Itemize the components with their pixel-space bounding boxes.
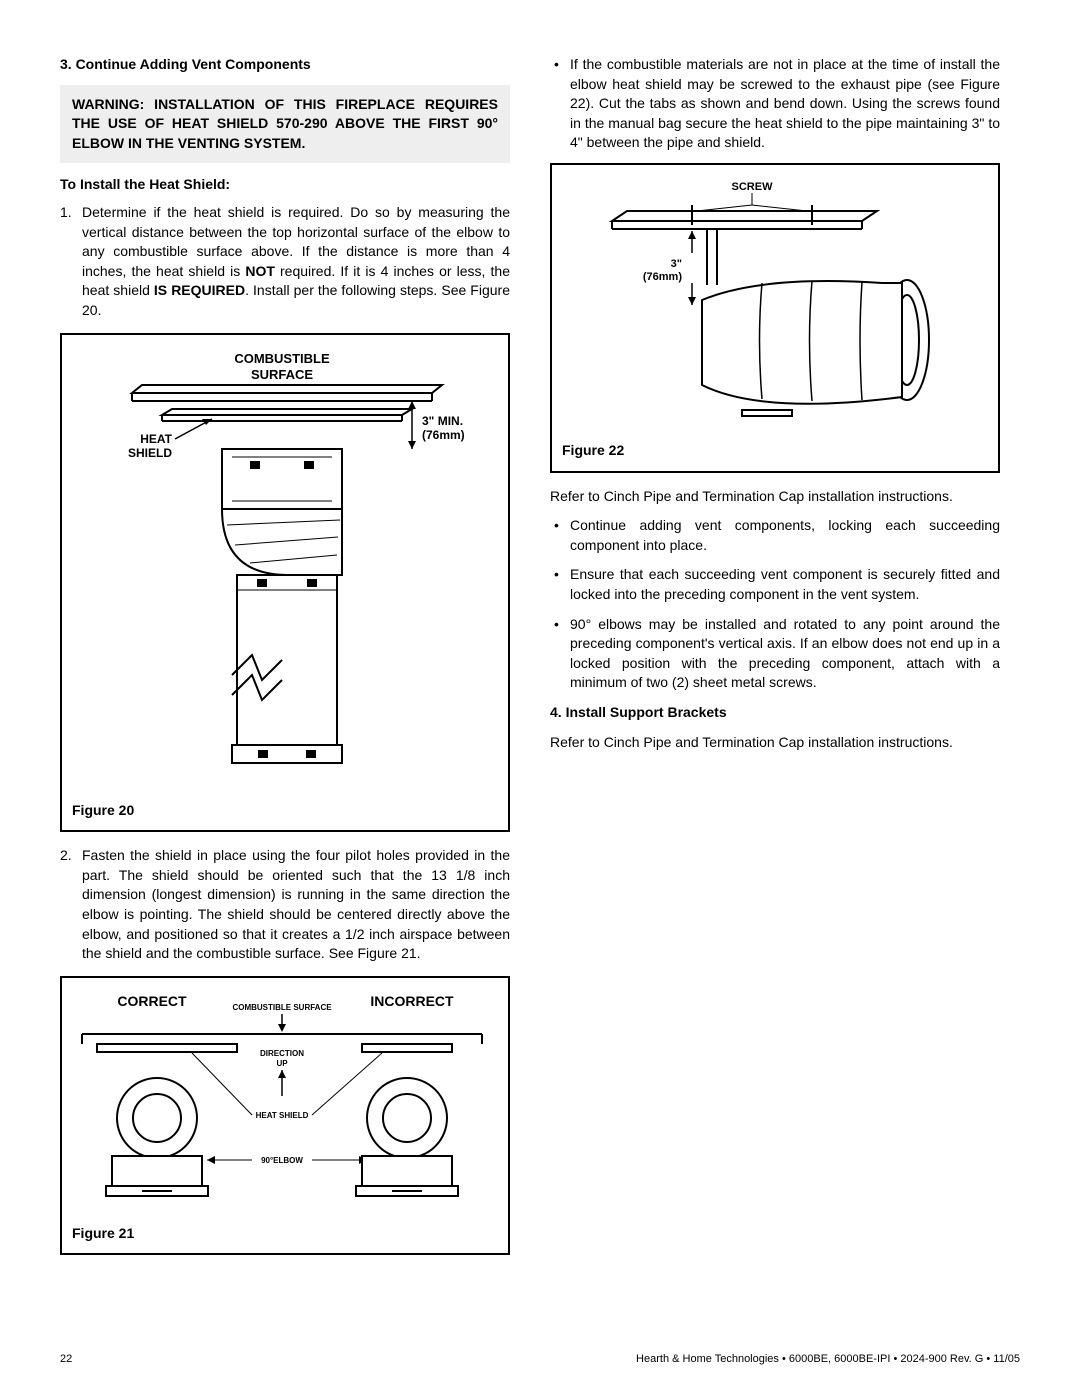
figure-22-label: Figure 22	[562, 441, 988, 461]
step2-text: Fasten the shield in place using the fou…	[82, 847, 510, 961]
svg-text:CORRECT: CORRECT	[117, 993, 187, 1009]
warning-box: WARNING: INSTALLATION OF THIS FIREPLACE …	[60, 85, 510, 164]
svg-text:INCORRECT: INCORRECT	[370, 993, 454, 1009]
svg-text:SHIELD: SHIELD	[128, 446, 172, 460]
left-column: 3. Continue Adding Vent Components WARNI…	[60, 55, 510, 1269]
step-1: 1. Determine if the heat shield is requi…	[60, 203, 510, 321]
figure-20: COMBUSTIBLE SURFACE HEAT SHIELD 3" MIN.	[60, 333, 510, 833]
right-para-1: Refer to Cinch Pipe and Termination Cap …	[550, 487, 1000, 507]
heading-4: 4. Install Support Brackets	[550, 703, 1000, 723]
svg-text:3" MIN.: 3" MIN.	[422, 414, 463, 428]
install-steps-2: 2. Fasten the shield in place using the …	[60, 846, 510, 964]
page-footer: 22 Hearth & Home Technologies • 6000BE, …	[60, 1352, 1020, 1367]
figure-21: CORRECT INCORRECT COMBUSTIBLE SURFACE DI…	[60, 976, 510, 1256]
figure-20-label: Figure 20	[72, 801, 498, 821]
svg-text:(76mm): (76mm)	[643, 271, 682, 283]
svg-text:SCREW: SCREW	[732, 181, 774, 193]
figure-21-svg: CORRECT INCORRECT COMBUSTIBLE SURFACE DI…	[72, 988, 492, 1218]
svg-text:3": 3"	[671, 258, 682, 270]
step-2: 2. Fasten the shield in place using the …	[60, 846, 510, 964]
svg-text:HEAT: HEAT	[140, 432, 172, 446]
install-steps: 1. Determine if the heat shield is requi…	[60, 203, 510, 321]
svg-text:COMBUSTIBLE: COMBUSTIBLE	[234, 351, 330, 366]
svg-text:HEAT SHIELD: HEAT SHIELD	[256, 1111, 309, 1120]
figure-22-svg: SCREW 3" (76mm)	[562, 175, 982, 435]
svg-text:COMBUSTIBLE SURFACE: COMBUSTIBLE SURFACE	[232, 1003, 332, 1012]
page-number: 22	[60, 1352, 72, 1367]
svg-text:90°ELBOW: 90°ELBOW	[261, 1156, 303, 1165]
figure-22: SCREW 3" (76mm)	[550, 163, 1000, 473]
step1-not: NOT	[245, 263, 275, 279]
right-bullets-2: Continue adding vent components, locking…	[550, 516, 1000, 693]
figure-20-svg: COMBUSTIBLE SURFACE HEAT SHIELD 3" MIN.	[72, 345, 492, 795]
svg-text:SURFACE: SURFACE	[251, 367, 313, 382]
right-bullets-1: If the combustible materials are not in …	[550, 55, 1000, 153]
install-heading: To Install the Heat Shield:	[60, 175, 510, 195]
bullet-3: Ensure that each succeeding vent compone…	[550, 565, 1000, 604]
step1-is: IS REQUIRED	[154, 282, 245, 298]
page-content: 3. Continue Adding Vent Components WARNI…	[0, 0, 1080, 1309]
heading-3: 3. Continue Adding Vent Components	[60, 55, 510, 75]
bullet-4: 90° elbows may be installed and rotated …	[550, 615, 1000, 693]
figure-21-label: Figure 21	[72, 1224, 498, 1244]
svg-text:DIRECTION: DIRECTION	[260, 1049, 304, 1058]
svg-text:(76mm): (76mm)	[422, 428, 465, 442]
footer-text: Hearth & Home Technologies • 6000BE, 600…	[636, 1352, 1020, 1367]
right-para-2: Refer to Cinch Pipe and Termination Cap …	[550, 733, 1000, 753]
svg-text:UP: UP	[276, 1059, 288, 1068]
right-column: If the combustible materials are not in …	[550, 55, 1000, 1269]
bullet-2: Continue adding vent components, locking…	[550, 516, 1000, 555]
bullet-1: If the combustible materials are not in …	[550, 55, 1000, 153]
